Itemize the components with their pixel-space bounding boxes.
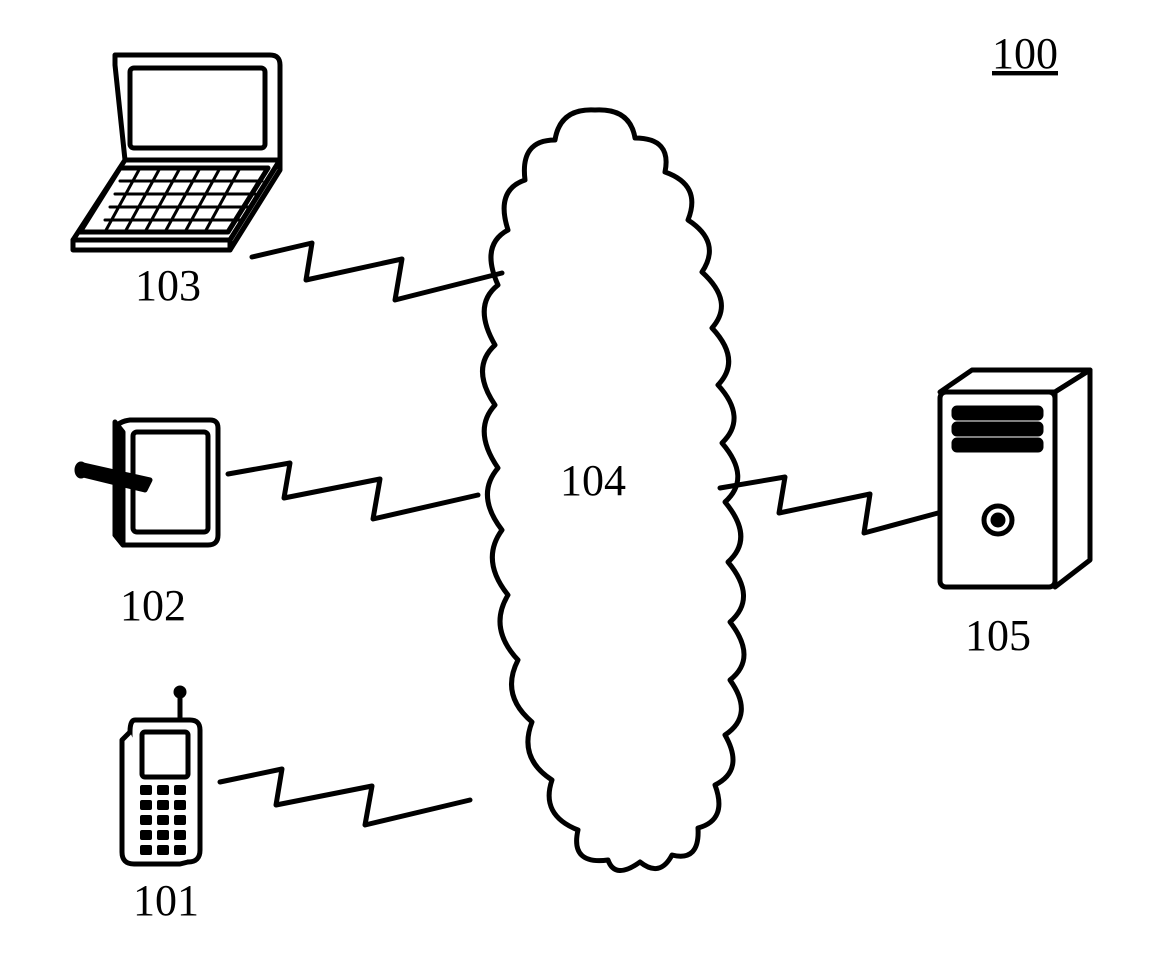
tablet-label: 102: [120, 581, 186, 630]
figure-ref-text: 100: [992, 29, 1058, 78]
laptop-label: 103: [135, 261, 201, 310]
tablet-icon: [77, 420, 218, 545]
link-laptop-cloud-icon: [252, 243, 502, 300]
phone-icon: [122, 688, 200, 864]
server-icon: [940, 370, 1090, 587]
server-label: 105: [965, 611, 1031, 660]
cloud-label: 104: [560, 456, 626, 505]
diagram-canvas: 100: [0, 0, 1173, 954]
link-phone-cloud-icon: [220, 769, 470, 825]
phone-label: 101: [133, 876, 199, 925]
figure-ref: 100: [992, 29, 1058, 78]
laptop-icon: [73, 55, 280, 250]
link-cloud-server-icon: [720, 477, 938, 533]
link-tablet-cloud-icon: [228, 463, 478, 519]
